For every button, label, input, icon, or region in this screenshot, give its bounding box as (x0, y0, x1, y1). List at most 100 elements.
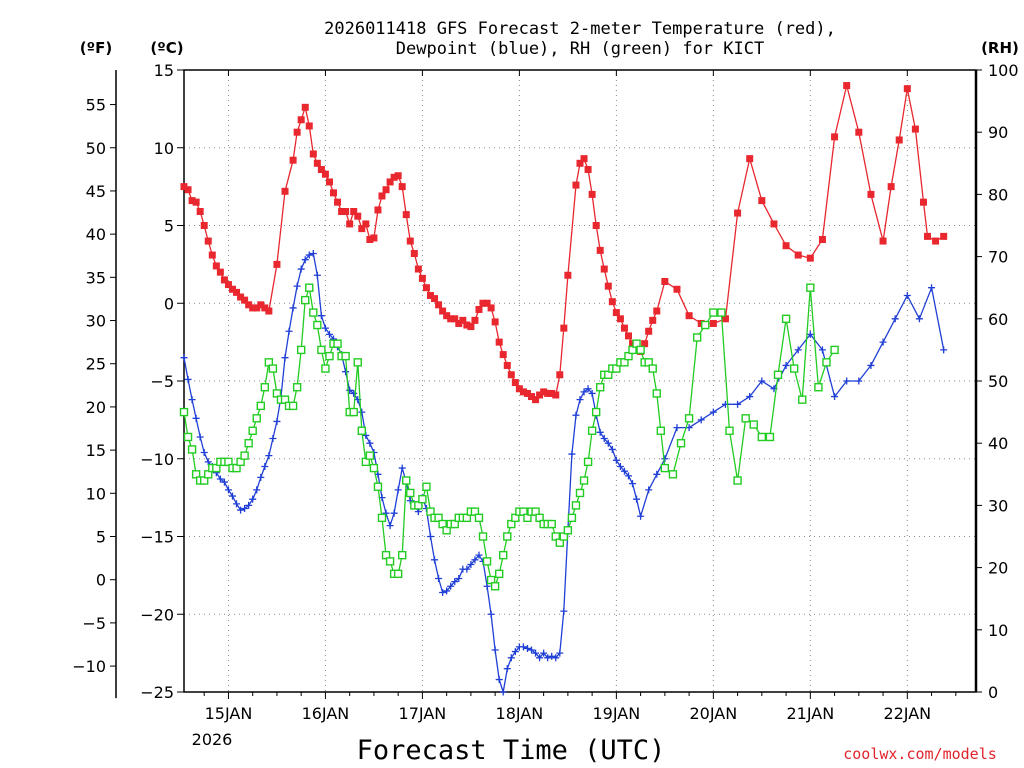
fahrenheit-tick-label: 15 (86, 441, 106, 460)
data-point (636, 345, 645, 355)
data-point (260, 383, 270, 392)
rh-tick-label: 60 (988, 310, 1008, 329)
data-point (620, 324, 628, 332)
data-point (773, 370, 783, 379)
data-point (560, 324, 568, 332)
data-point (188, 396, 196, 404)
fahrenheit-tick-label: 50 (86, 139, 106, 158)
data-point (741, 414, 750, 423)
data-point (358, 225, 366, 233)
data-point (911, 125, 919, 133)
data-point (370, 234, 378, 242)
data-point (439, 588, 447, 596)
data-point (528, 393, 536, 401)
series-dewpoint (180, 249, 948, 696)
data-point (831, 393, 839, 401)
rh-tick-label: 90 (988, 123, 1008, 142)
data-point (233, 288, 241, 296)
data-point (346, 386, 354, 394)
data-point (575, 488, 585, 498)
data-point (394, 172, 402, 180)
grid-lines (184, 70, 976, 692)
data-point (334, 198, 342, 206)
data-point (265, 307, 273, 315)
data-point (237, 506, 245, 514)
data-point (377, 513, 387, 523)
data-point (932, 237, 940, 245)
celsius-tick-label: 15 (154, 61, 174, 80)
data-point (317, 345, 326, 355)
rh-tick-label: 20 (988, 559, 1008, 578)
data-point (903, 85, 911, 93)
data-point (257, 473, 265, 481)
data-point (269, 435, 277, 443)
data-point (867, 190, 875, 198)
data-point (321, 364, 330, 373)
data-point (781, 314, 791, 323)
data-point (346, 220, 354, 228)
data-point (402, 211, 410, 219)
data-point (746, 155, 754, 163)
data-point (305, 251, 313, 259)
data-point (478, 532, 488, 541)
data-point (180, 183, 188, 191)
data-point (183, 432, 193, 442)
celsius-tick-label: 0 (164, 294, 174, 313)
data-point (253, 486, 261, 494)
data-point (325, 178, 333, 186)
data-point (523, 389, 531, 397)
data-point (192, 198, 200, 206)
data-point (317, 166, 325, 174)
data-point (313, 271, 321, 279)
data-point (576, 396, 584, 404)
data-point (418, 494, 427, 504)
data-point (511, 379, 519, 387)
data-point (757, 432, 767, 442)
data-point (463, 321, 471, 329)
data-point (410, 249, 418, 257)
data-point (293, 128, 301, 136)
data-point (652, 389, 661, 398)
credit-label: coolwx.com/models (843, 745, 997, 763)
data-point (660, 463, 670, 473)
data-point (224, 281, 232, 289)
data-point (552, 391, 560, 399)
data-point (342, 368, 350, 376)
fahrenheit-tick-label: 30 (86, 312, 106, 331)
data-point (467, 323, 475, 331)
data-point (188, 197, 196, 205)
data-point (867, 361, 875, 369)
data-point (725, 426, 734, 435)
data-point (608, 445, 616, 453)
data-point (798, 395, 807, 404)
data-point (354, 212, 362, 220)
data-point (273, 417, 281, 425)
data-point (386, 178, 394, 186)
data-point (216, 268, 224, 276)
data-point (519, 388, 527, 396)
data-point (422, 284, 430, 292)
data-point (366, 439, 374, 447)
data-point (818, 346, 826, 354)
data-point (806, 254, 814, 262)
rh-tick-label: 30 (988, 496, 1008, 515)
data-point (244, 439, 253, 448)
data-point (685, 312, 693, 320)
data-point (507, 654, 515, 662)
data-point (843, 82, 851, 90)
data-point (544, 654, 552, 662)
data-point (184, 186, 192, 194)
x-tick-label: 18JAN (496, 704, 544, 723)
data-point (765, 432, 775, 442)
data-point (560, 607, 568, 615)
series-layer (179, 82, 948, 696)
data-point (564, 271, 572, 279)
data-point (692, 333, 702, 342)
data-point (746, 393, 754, 401)
data-point (342, 208, 350, 216)
data-point (439, 307, 447, 315)
data-point (584, 385, 592, 393)
data-point (390, 173, 398, 181)
data-point (495, 676, 503, 684)
data-point (532, 396, 540, 404)
